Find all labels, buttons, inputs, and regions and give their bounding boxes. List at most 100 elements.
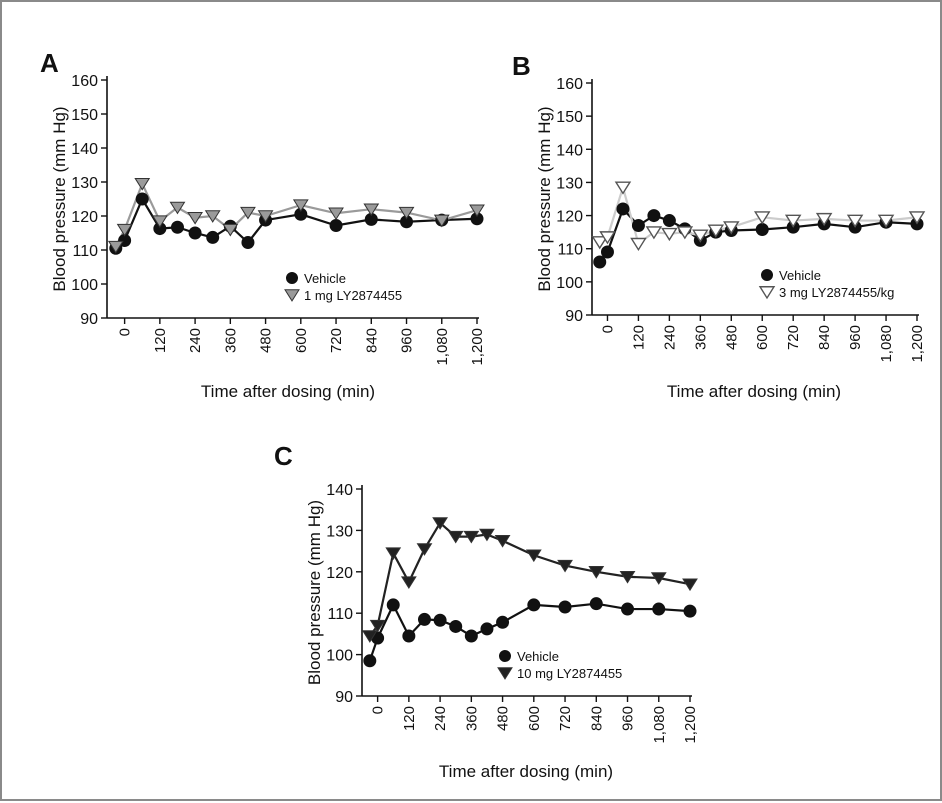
legend-label: 1 mg LY2874455 xyxy=(304,288,402,303)
y-tick-label: 110 xyxy=(72,243,98,260)
data-point-series-0 xyxy=(464,629,478,643)
x-tick-label: 1,200 xyxy=(469,328,486,366)
y-tick-label: 140 xyxy=(556,142,583,159)
y-axis-title: Blood pressure (mm Hg) xyxy=(305,500,324,685)
y-tick-label: 100 xyxy=(71,277,98,294)
data-point-series-0 xyxy=(433,613,447,627)
x-tick-label: 240 xyxy=(432,706,449,731)
y-tick-label: 120 xyxy=(556,209,583,226)
data-point-series-0 xyxy=(417,612,431,626)
legend-marker xyxy=(758,286,776,300)
data-point-series-0 xyxy=(135,192,149,206)
y-tick-label: 160 xyxy=(71,73,98,90)
x-tick-label: 600 xyxy=(526,706,543,731)
data-point-series-0 xyxy=(621,602,635,616)
data-point-series-0 xyxy=(593,255,607,269)
data-point-series-0 xyxy=(589,597,603,611)
x-tick-label: 960 xyxy=(847,325,864,350)
data-point-series-1 xyxy=(815,212,833,227)
data-point-series-1 xyxy=(107,240,124,254)
series-line-1 xyxy=(599,183,918,246)
x-tick-label: 1,080 xyxy=(434,328,451,366)
chart-panel-a: A 90 100 110 120 130 140 150 160 0 120 240 360 480 600… xyxy=(40,48,486,401)
data-point-series-0 xyxy=(631,219,645,233)
data-point-series-1 xyxy=(479,528,495,542)
y-tick-label: 150 xyxy=(556,109,583,126)
data-point-series-1 xyxy=(169,201,186,215)
legend-label: Vehicle xyxy=(517,649,559,664)
data-point-series-1 xyxy=(187,211,203,225)
x-tick-label: 0 xyxy=(117,328,134,336)
panel-label: A xyxy=(40,48,59,78)
data-point-series-1 xyxy=(723,221,740,235)
x-tick-label: 960 xyxy=(399,328,416,353)
x-tick-label: 960 xyxy=(620,706,637,731)
data-point-series-1 xyxy=(369,619,386,633)
data-point-series-1 xyxy=(385,547,402,561)
x-tick-label: 240 xyxy=(187,328,204,353)
data-point-series-1 xyxy=(433,214,450,228)
data-point-series-1 xyxy=(650,572,667,585)
y-tick-label: 140 xyxy=(326,482,353,499)
legend-marker xyxy=(286,272,298,284)
x-tick-label: 120 xyxy=(630,325,647,350)
x-tick-label: 1,200 xyxy=(909,325,926,363)
y-tick-label: 120 xyxy=(326,565,353,582)
data-point-series-1 xyxy=(692,229,709,243)
data-point-series-0 xyxy=(496,615,510,629)
data-point-series-1 xyxy=(784,214,802,228)
data-point-series-1 xyxy=(645,226,663,240)
panel-label: B xyxy=(512,51,531,81)
data-point-series-1 xyxy=(398,206,415,220)
x-tick-label: 1,080 xyxy=(651,706,668,744)
y-tick-label: 130 xyxy=(71,175,98,192)
data-point-series-1 xyxy=(328,207,344,221)
y-tick-label: 90 xyxy=(80,311,98,328)
y-tick-label: 130 xyxy=(326,523,353,540)
data-point-series-1 xyxy=(630,237,647,252)
legend-marker xyxy=(761,269,773,281)
data-point-series-1 xyxy=(753,211,771,225)
y-axis-title: Blood pressure (mm Hg) xyxy=(535,106,554,291)
data-point-series-1 xyxy=(116,223,133,237)
data-point-series-0 xyxy=(386,598,400,612)
data-point-series-1 xyxy=(463,530,480,544)
data-point-series-1 xyxy=(292,199,309,213)
data-point-series-1 xyxy=(591,236,609,250)
data-point-series-1 xyxy=(240,206,256,220)
data-point-series-0 xyxy=(206,230,220,244)
x-tick-label: 360 xyxy=(463,706,480,731)
legend-label: Vehicle xyxy=(779,268,821,283)
y-tick-label: 110 xyxy=(327,606,353,623)
x-tick-label: 0 xyxy=(599,325,616,333)
data-point-series-0 xyxy=(527,598,541,612)
data-point-series-1 xyxy=(877,214,895,228)
data-point-series-1 xyxy=(134,177,151,191)
data-point-series-1 xyxy=(361,630,378,643)
y-tick-label: 130 xyxy=(556,175,583,192)
x-tick-label: 120 xyxy=(401,706,418,731)
data-point-series-1 xyxy=(447,530,464,544)
legend-marker xyxy=(497,667,513,680)
chart-panel-b: B 90 100 110 120 130 140 150 160 0 120 240 360 480 600… xyxy=(512,51,926,401)
data-point-series-1 xyxy=(525,549,542,563)
data-point-series-1 xyxy=(846,214,864,228)
data-point-series-1 xyxy=(707,224,725,238)
data-point-series-1 xyxy=(363,203,380,217)
data-point-series-0 xyxy=(600,245,614,259)
data-point-series-1 xyxy=(257,210,274,223)
x-tick-label: 0 xyxy=(370,706,387,714)
legend-label: 10 mg LY2874455 xyxy=(517,666,622,681)
x-tick-label: 480 xyxy=(258,328,275,353)
data-point-series-1 xyxy=(599,231,616,245)
series-line-1 xyxy=(114,180,478,248)
x-tick-label: 1,200 xyxy=(682,706,699,744)
x-tick-label: 360 xyxy=(692,325,709,350)
data-point-series-1 xyxy=(661,227,678,242)
x-tick-label: 120 xyxy=(152,328,169,353)
data-point-series-0 xyxy=(170,220,184,234)
x-tick-label: 480 xyxy=(495,706,512,731)
y-axis-title: Blood pressure (mm Hg) xyxy=(50,106,69,291)
data-point-series-1 xyxy=(676,226,694,240)
